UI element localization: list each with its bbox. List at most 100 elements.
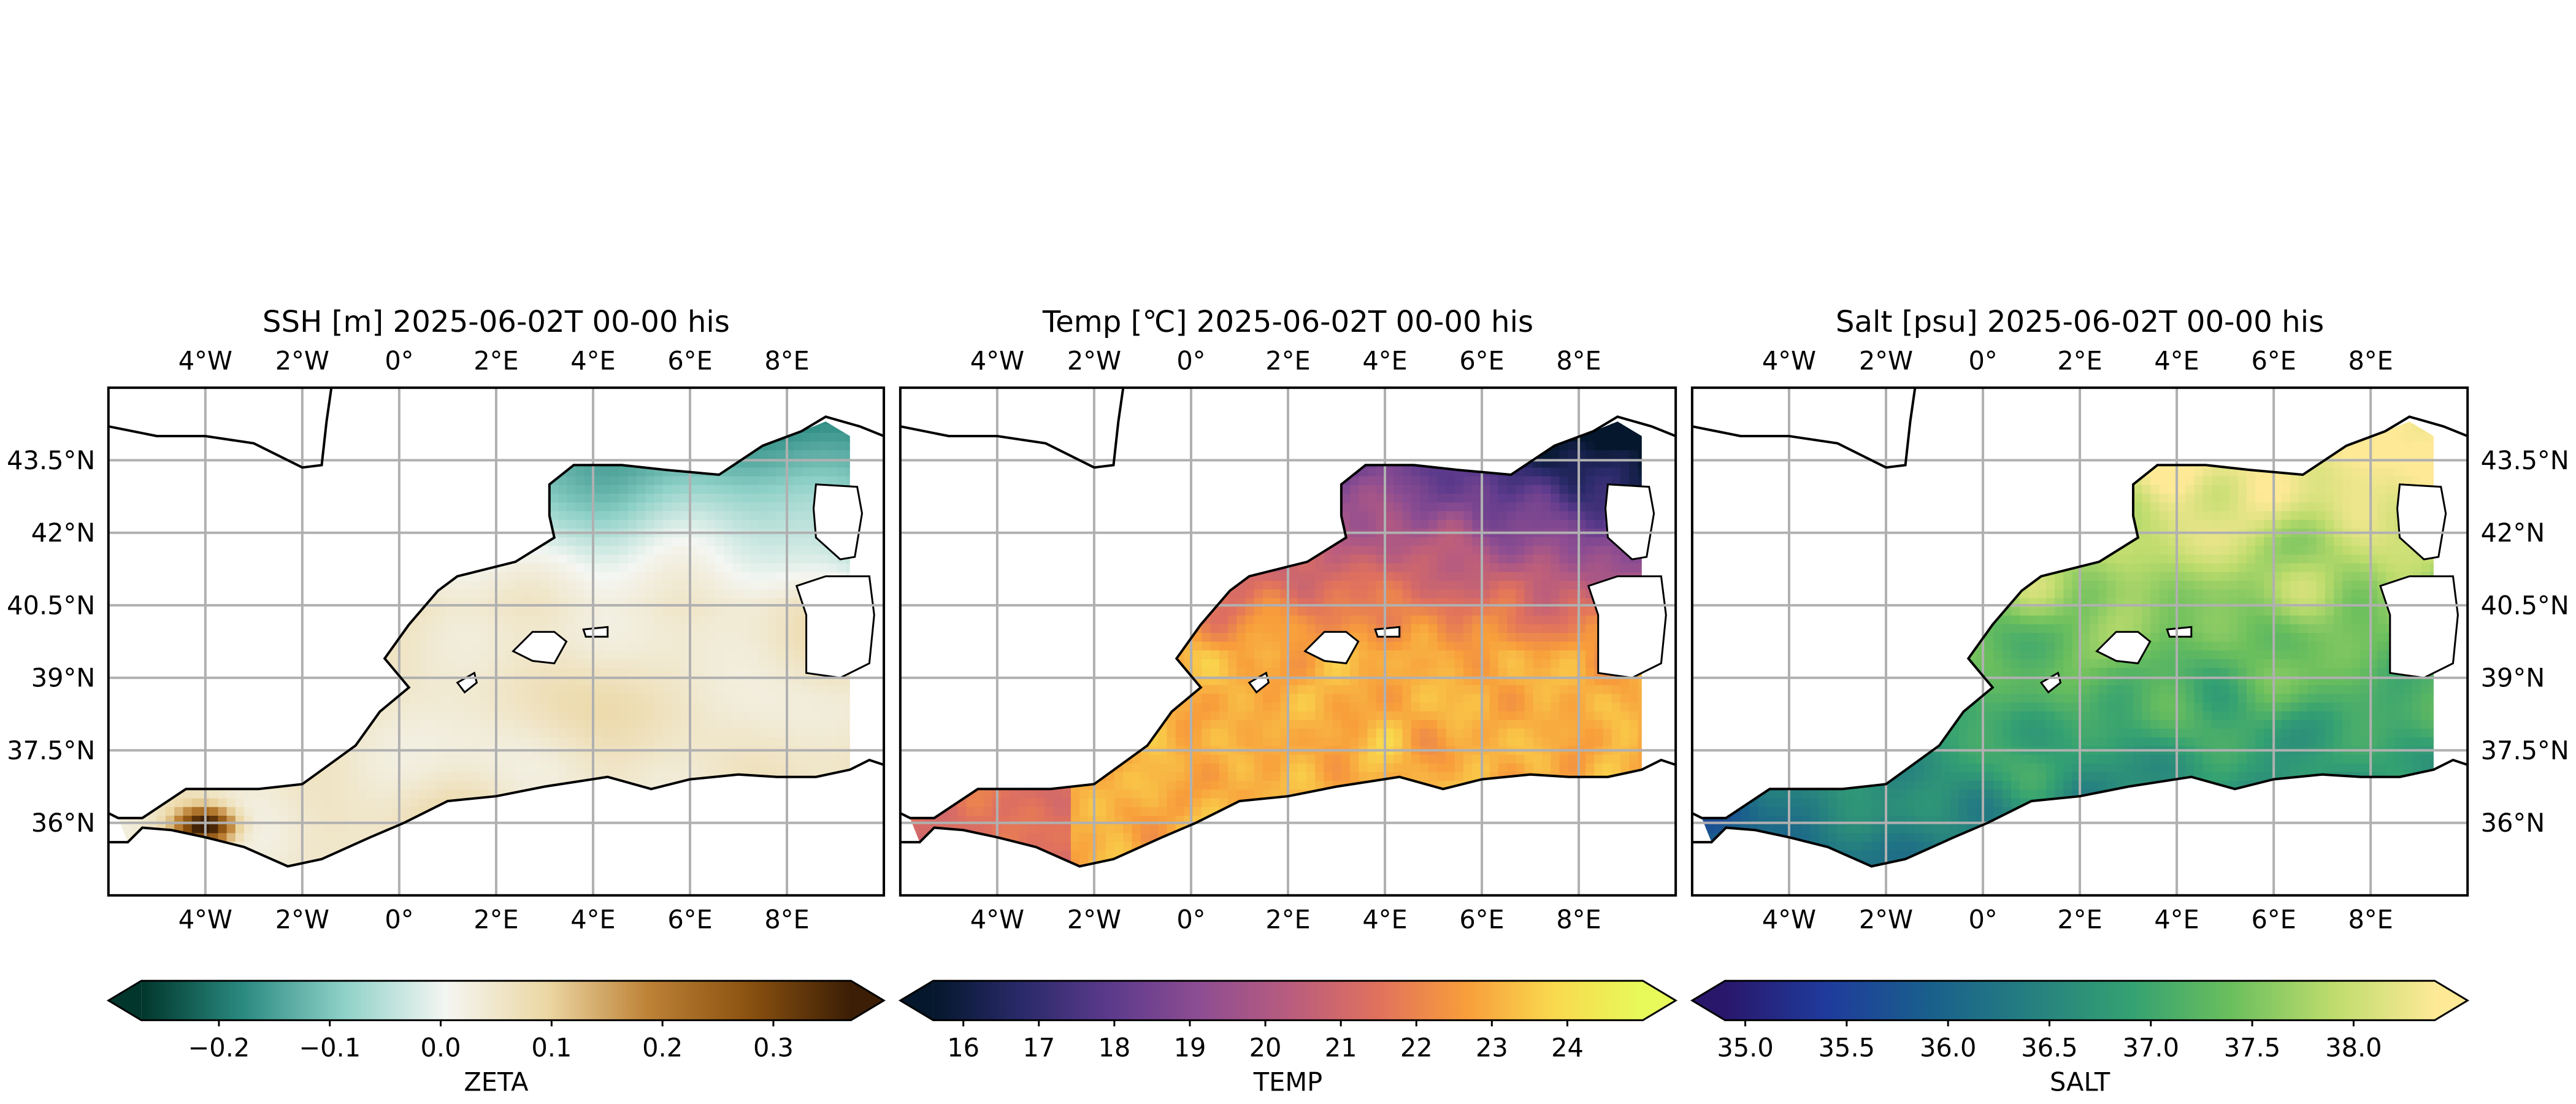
field-raster: [910, 421, 1642, 867]
colorbar-extend-high: [1643, 981, 1676, 1021]
lon-tick-label-top: 0°: [385, 346, 413, 376]
panel-temp: Temp [℃] 2025-06-02T 00-00 his 4°W 4°W 2°W 2…: [898, 305, 1678, 1097]
lat-tick-label: 37.5°N: [7, 735, 95, 765]
plot-frame: [1690, 386, 2469, 897]
lon-tick-label-bottom: 2°W: [1067, 904, 1121, 934]
lon-tick-label-bottom: 6°E: [2251, 904, 2296, 934]
lon-tick-label-bottom: 8°E: [764, 904, 809, 934]
lon-tick-label-bottom: 4°W: [970, 904, 1024, 934]
lon-tick-label-top: 0°: [1176, 346, 1205, 376]
colorbar-tick-label: 36.5: [2021, 1032, 2077, 1062]
colorbar-body: [1725, 981, 2435, 1021]
colorbar-tick-label: 36.0: [1920, 1032, 1976, 1062]
colorbar-tick-label: 0.3: [753, 1032, 794, 1062]
colorbar-tick-label: 16: [947, 1032, 979, 1062]
island-outline: [795, 575, 875, 679]
colorbar-tick-label: 22: [1400, 1032, 1433, 1062]
colorbar-tick-label: 18: [1098, 1032, 1130, 1062]
lon-tick-label-top: 8°E: [764, 346, 809, 376]
lon-tick-label-top: 4°E: [2154, 346, 2199, 376]
lon-tick-label-top: 2°W: [1859, 346, 1913, 376]
coastline: [108, 388, 884, 868]
lon-tick-label-bottom: 0°: [1176, 904, 1205, 934]
lon-tick-label-bottom: 2°W: [1859, 904, 1913, 934]
island-outline: [2095, 631, 2152, 665]
lon-tick-label-bottom: 0°: [385, 904, 413, 934]
lon-tick-label-bottom: 2°E: [473, 904, 518, 934]
panel-zeta: SSH [m] 2025-06-02T 00-00 his 4°W 4°W 2°W 2°…: [7, 305, 886, 1097]
island-outline: [1303, 631, 1360, 665]
colorbar-body: [141, 981, 851, 1021]
colorbar-tick-label: 35.0: [1717, 1032, 1773, 1062]
lon-tick-label-top: 0°: [1968, 346, 1997, 376]
lon-tick-label-bottom: 4°W: [1762, 904, 1816, 934]
panel-title: Temp [℃] 2025-06-02T 00-00 his: [1042, 305, 1533, 339]
lon-tick-label-top: 4°E: [570, 346, 615, 376]
colorbar-tick-label: 0.1: [531, 1032, 572, 1062]
lat-tick-label: 36°N: [2481, 808, 2545, 838]
colorbar-zeta: −0.2 −0.1 0.0 0.1 0.2 0.3 ZETA: [106, 979, 886, 1097]
colorbar-tick-label: 24: [1551, 1032, 1584, 1062]
colorbar-tick-label: 17: [1022, 1032, 1055, 1062]
colorbar-tick-label: 37.5: [2224, 1032, 2280, 1062]
island-outline: [1587, 575, 1667, 679]
lon-tick-label-bottom: 2°W: [275, 904, 329, 934]
colorbar-tick-label: 0.2: [642, 1032, 683, 1062]
colorbar-tick-label: 19: [1174, 1032, 1206, 1062]
island-outline: [2166, 626, 2193, 638]
colorbar-tick-label: −0.2: [188, 1032, 250, 1062]
colorbar-salt: 35.0 35.5 36.0 36.5 37.0 37.5 38.0 SALT: [1690, 979, 2470, 1097]
lat-tick-label: 42°N: [31, 518, 96, 548]
panel-title: SSH [m] 2025-06-02T 00-00 his: [263, 305, 730, 339]
lat-tick-label: 40.5°N: [2481, 590, 2569, 620]
colorbar-tick-label: 0.0: [421, 1032, 461, 1062]
plot-frame: [899, 386, 1677, 897]
lon-tick-label-bottom: 6°E: [1459, 904, 1504, 934]
lat-tick-label: 37.5°N: [2481, 735, 2569, 765]
colorbar-tick-label: 23: [1476, 1032, 1508, 1062]
coastline: [1692, 388, 2468, 868]
lon-tick-label-bottom: 6°E: [667, 904, 712, 934]
colorbar-tick-label: 20: [1249, 1032, 1282, 1062]
lat-tick-label: 43.5°N: [2481, 445, 2569, 475]
lon-tick-label-top: 4°W: [178, 346, 232, 376]
colorbar-outline: [106, 979, 886, 1021]
lon-tick-label-bottom: 8°E: [1556, 904, 1601, 934]
lon-tick-label-top: 8°E: [1556, 346, 1601, 376]
colorbar-tick-label: 21: [1325, 1032, 1357, 1062]
colorbar-extend-high: [2434, 981, 2468, 1021]
coastline: [900, 388, 1676, 868]
island-outline: [1374, 626, 1401, 638]
colorbar-temp: 16 17 18 19 20 21 22 23 24 TEMP: [898, 979, 1678, 1097]
colorbar-body: [933, 981, 1643, 1021]
colorbar-label: TEMP: [1253, 1067, 1322, 1097]
lon-tick-label-top: 2°W: [275, 346, 329, 376]
colorbar-tick-label: −0.1: [299, 1032, 361, 1062]
lon-tick-label-top: 4°W: [1762, 346, 1816, 376]
lon-tick-label-top: 8°E: [2348, 346, 2393, 376]
lat-tick-label: 39°N: [2481, 663, 2545, 693]
lon-tick-label-bottom: 4°W: [178, 904, 232, 934]
colorbar-extend-high: [851, 981, 884, 1021]
colorbar-extend-low: [108, 981, 142, 1021]
island-outline: [582, 626, 609, 638]
island-outline: [512, 631, 568, 665]
lon-tick-label-bottom: 0°: [1968, 904, 1997, 934]
lon-tick-label-bottom: 4°E: [1362, 904, 1407, 934]
lon-tick-label-bottom: 2°E: [1265, 904, 1310, 934]
panel-title: Salt [psu] 2025-06-02T 00-00 his: [1836, 305, 2324, 339]
lon-tick-label-top: 6°E: [667, 346, 712, 376]
gridlines: [900, 388, 1676, 895]
lon-tick-label-bottom: 8°E: [2348, 904, 2393, 934]
lon-tick-label-top: 2°E: [2057, 346, 2102, 376]
colorbar-label: SALT: [2050, 1067, 2110, 1097]
plot-frame: [107, 386, 886, 897]
lon-tick-label-top: 2°W: [1067, 346, 1121, 376]
lon-tick-label-top: 4°W: [970, 346, 1024, 376]
lat-tick-label: 40.5°N: [7, 590, 95, 620]
colorbar-outline: [898, 979, 1678, 1021]
colorbar-outline: [1690, 979, 2470, 1021]
lat-tick-label: 42°N: [2481, 518, 2545, 548]
lat-tick-label: 36°N: [31, 808, 96, 838]
